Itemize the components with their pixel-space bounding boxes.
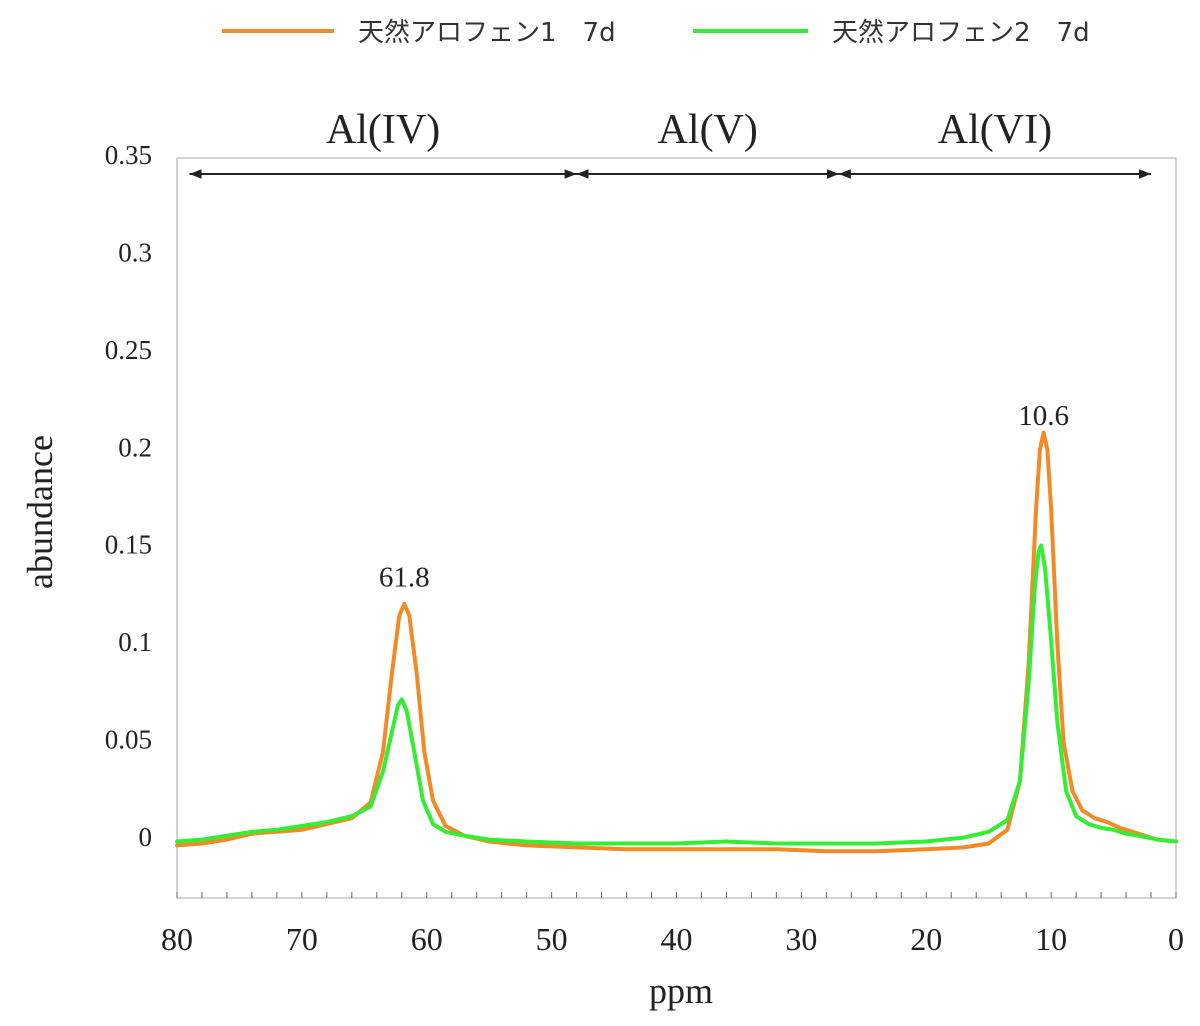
legend-label-series-2: 天然アロフェン2 7d bbox=[832, 18, 1090, 48]
y-tick-label: 0.25 bbox=[105, 335, 152, 365]
y-tick-label: 0.3 bbox=[118, 238, 152, 268]
region-label: Al(V) bbox=[658, 107, 758, 153]
x-tick-label: 0 bbox=[1168, 921, 1184, 957]
x-tick-label: 20 bbox=[910, 921, 942, 957]
series-lines bbox=[175, 430, 1178, 854]
x-tick-label: 80 bbox=[161, 921, 193, 957]
peak-label: 10.6 bbox=[1018, 400, 1069, 432]
region-label: Al(IV) bbox=[326, 107, 440, 153]
y-tick-label: 0.05 bbox=[105, 724, 152, 754]
x-tick-label: 30 bbox=[785, 921, 817, 957]
y-axis-title: abundance bbox=[20, 435, 60, 589]
series-line-1 bbox=[175, 430, 1178, 854]
x-tick-label: 40 bbox=[661, 921, 693, 957]
x-tick-label: 10 bbox=[1035, 921, 1067, 957]
plot-area bbox=[176, 157, 1177, 899]
x-tick-label: 50 bbox=[536, 921, 568, 957]
region-label: Al(VI) bbox=[938, 107, 1052, 153]
y-tick-label: 0.1 bbox=[118, 627, 152, 657]
x-axis-title: ppm bbox=[649, 971, 713, 1011]
y-tick-label: 0.15 bbox=[105, 530, 152, 560]
y-tick-label: 0.2 bbox=[118, 432, 152, 462]
coordination-regions: Al(IV) Al(V) Al(VI) bbox=[189, 107, 1152, 179]
y-tick-label: 0.35 bbox=[105, 140, 152, 170]
peak-annotations: 61.8 10.6 bbox=[379, 400, 1069, 594]
peak-label: 61.8 bbox=[379, 561, 430, 593]
y-tick-label: 0 bbox=[139, 822, 153, 852]
x-tick-label: 60 bbox=[411, 921, 443, 957]
x-tick-label: 70 bbox=[286, 921, 318, 957]
axis-ticks: 0.35 0.3 0.25 0.2 0.15 0.1 0.05 0 80 70 60 50 40 30 20… bbox=[105, 140, 1184, 957]
series-line-2 bbox=[175, 543, 1178, 846]
legend: 天然アロフェン1 7d 天然アロフェン2 7d bbox=[222, 18, 1090, 48]
legend-label-series-1: 天然アロフェン1 7d bbox=[358, 18, 616, 48]
